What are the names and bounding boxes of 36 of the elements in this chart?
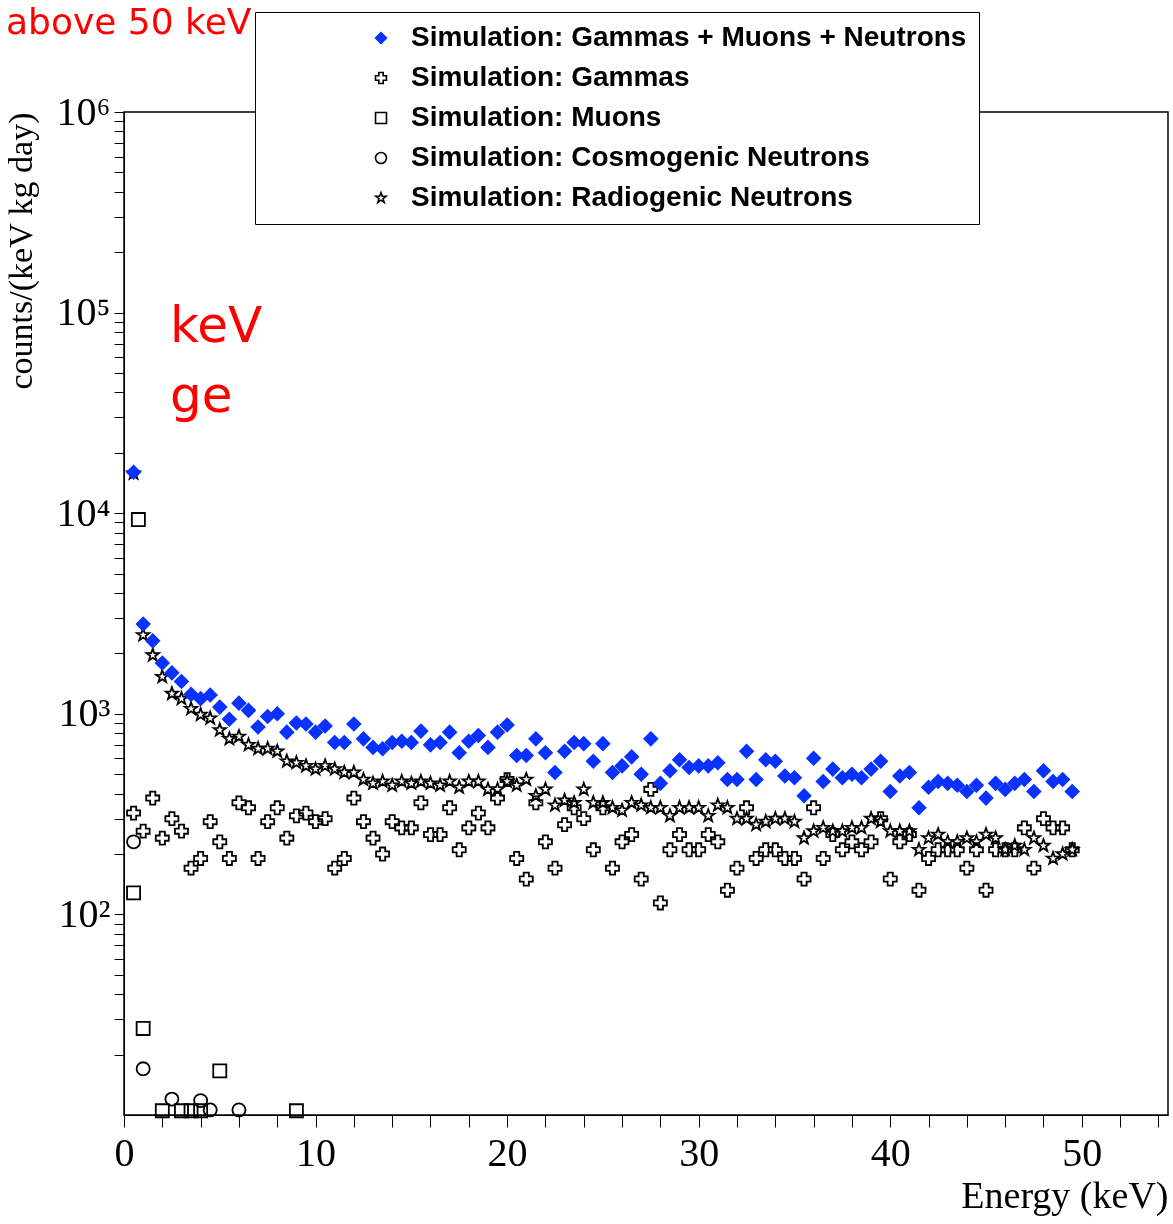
x-tick-label: 50 — [1062, 1129, 1103, 1175]
point — [231, 1102, 247, 1118]
point — [164, 1091, 180, 1107]
point — [174, 1103, 189, 1119]
x-tick-label: 30 — [679, 1129, 720, 1175]
legend-label: Simulation: Muons — [411, 101, 662, 132]
x-axis-title: Energy (keV) — [961, 1173, 1169, 1217]
y-axis-title: counts/(keV kg day) — [1, 112, 40, 390]
y-tick-label: 10⁶ — [56, 88, 111, 134]
point — [193, 1103, 209, 1119]
x-tick-label: 10 — [296, 1129, 337, 1175]
point — [135, 1021, 151, 1036]
y-tick-label: 10³ — [58, 690, 111, 736]
point — [135, 1061, 151, 1077]
legend-label: Simulation: Cosmogenic Neutrons — [411, 141, 870, 172]
x-tick-label: 20 — [487, 1129, 528, 1175]
point — [193, 1093, 209, 1108]
legend-label: Simulation: Radiogenic Neutrons — [411, 181, 853, 212]
point — [154, 1103, 170, 1119]
point — [288, 1103, 304, 1119]
annotation: ge — [170, 366, 233, 424]
point — [183, 1103, 199, 1119]
point — [126, 834, 141, 850]
point — [202, 1102, 218, 1118]
point — [130, 512, 146, 527]
point — [212, 1063, 228, 1079]
x-tick-label: 40 — [870, 1129, 911, 1175]
text: above 50 keV — [6, 1, 252, 42]
y-tick-label: 10⁵ — [56, 289, 111, 335]
annotation: keV — [170, 296, 263, 354]
x-tick-label: 0 — [114, 1129, 135, 1175]
y-tick-label: 10⁴ — [56, 489, 111, 535]
y-tick-label: 10² — [58, 890, 111, 936]
legend-label: Simulation: Gammas — [411, 61, 690, 92]
legend-label: Simulation: Gammas + Muons + Neutrons — [411, 21, 967, 52]
point — [126, 885, 141, 901]
